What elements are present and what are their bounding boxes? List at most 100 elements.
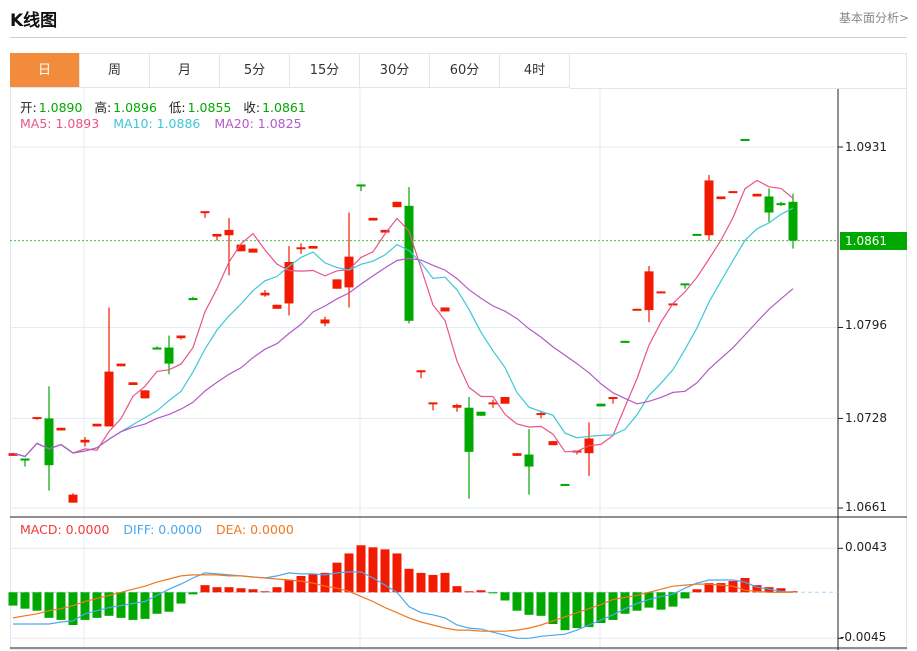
tab-week[interactable]: 周 xyxy=(80,53,150,88)
macd-bar xyxy=(356,545,366,593)
candle-up xyxy=(128,382,138,385)
candle-up xyxy=(32,417,42,420)
macd-bar xyxy=(164,592,174,612)
ohlc-info: 开: 1.0890 高: 1.0896 低: 1.0855 收: 1.0861 xyxy=(20,97,314,116)
close-label: 收: xyxy=(243,100,261,115)
macd-bar xyxy=(176,592,186,604)
candle-up xyxy=(272,304,282,309)
macd-bar xyxy=(332,562,342,593)
tab-60min[interactable]: 60分 xyxy=(430,53,500,88)
candle-up xyxy=(308,245,318,249)
macd-bar xyxy=(596,592,606,623)
ma5-line xyxy=(12,179,794,458)
candle-down xyxy=(164,347,174,364)
macd-value: MACD: 0.0000 xyxy=(20,522,110,537)
macd-bar xyxy=(152,592,162,614)
candle-up xyxy=(236,244,246,252)
candle-up xyxy=(548,441,558,446)
macd-bar xyxy=(8,592,18,606)
macd-bar xyxy=(248,589,258,593)
macd-bar xyxy=(44,592,54,618)
candle-up xyxy=(116,363,126,367)
candle-down xyxy=(740,138,750,141)
candle-up xyxy=(212,233,222,237)
macd-bar xyxy=(188,592,198,595)
macd-bar xyxy=(392,553,402,593)
macd-bar xyxy=(92,592,102,618)
macd-bar xyxy=(212,587,222,593)
candle-down xyxy=(464,407,474,452)
candle-up xyxy=(68,494,78,503)
tab-day[interactable]: 日 xyxy=(10,53,80,88)
candle-up xyxy=(608,397,618,400)
macd-bar xyxy=(548,592,558,624)
high-value: 1.0896 xyxy=(113,100,157,115)
open-value: 1.0890 xyxy=(38,100,83,115)
candle-up xyxy=(8,453,18,456)
candle-down xyxy=(44,418,54,466)
tab-30min[interactable]: 30分 xyxy=(360,53,430,88)
tab-5min[interactable]: 5分 xyxy=(220,53,290,88)
tab-month[interactable]: 月 xyxy=(150,53,220,88)
tab-4h[interactable]: 4时 xyxy=(500,53,570,88)
candle-down xyxy=(188,298,198,301)
macd-bar xyxy=(716,583,726,593)
candle-up xyxy=(344,256,354,288)
macd-bar xyxy=(32,592,42,611)
macd-bar xyxy=(68,592,78,626)
ma10-line xyxy=(12,207,794,458)
candle-down xyxy=(788,201,798,241)
price-tick: 1.0931 xyxy=(845,140,887,154)
macd-bar xyxy=(380,549,390,593)
candle-up xyxy=(728,191,738,194)
candle-up xyxy=(416,370,426,373)
macd-bar xyxy=(512,592,522,611)
macd-bar xyxy=(488,592,498,594)
high-label: 高: xyxy=(94,100,112,115)
macd-tick: -0.0045 xyxy=(840,630,887,644)
candle-up xyxy=(224,229,234,236)
macd-bar xyxy=(284,580,294,593)
tab-15min[interactable]: 15分 xyxy=(290,53,360,88)
fundamental-analysis-link[interactable]: 基本面分析> xyxy=(838,11,909,25)
price-tick: 1.0796 xyxy=(845,318,887,332)
candle-up xyxy=(488,402,498,405)
candle-down xyxy=(476,411,486,416)
macd-bar xyxy=(680,592,690,599)
macd-bar xyxy=(440,572,450,593)
candle-up xyxy=(440,307,450,312)
macd-bar xyxy=(128,592,138,620)
candle-up xyxy=(428,402,438,405)
period-tabs: 日 周 月 5分 15分 30分 60分 4时 xyxy=(10,53,570,89)
candle-up xyxy=(500,397,510,404)
ma5-value: MA5: 1.0893 xyxy=(20,116,100,131)
ma-info: MA5: 1.0893 MA10: 1.0886 MA20: 1.0825 xyxy=(20,116,304,131)
macd-tick: 0.0043 xyxy=(845,540,887,554)
candle-up xyxy=(512,453,522,456)
candle-up xyxy=(260,292,270,296)
divider xyxy=(10,37,907,38)
candle-down xyxy=(620,340,630,343)
candle-up xyxy=(248,248,258,253)
page-title: K线图 xyxy=(10,11,58,31)
macd-bar xyxy=(320,572,330,593)
macd-bar xyxy=(740,577,750,593)
candle-up xyxy=(392,201,402,208)
candle-down xyxy=(524,454,534,467)
ma20-value: MA20: 1.0825 xyxy=(214,116,302,131)
macd-bar xyxy=(476,590,486,593)
dea-value: DEA: 0.0000 xyxy=(216,522,294,537)
candle-up xyxy=(644,271,654,311)
macd-bar xyxy=(632,592,642,611)
price-tick: 1.0661 xyxy=(845,500,887,514)
macd-bar xyxy=(80,592,90,620)
macd-bar xyxy=(416,572,426,593)
candle-down xyxy=(404,205,414,321)
macd-bar xyxy=(500,592,510,601)
macd-bar xyxy=(560,592,570,631)
macd-bar xyxy=(704,583,714,593)
candle-up xyxy=(104,371,114,427)
macd-bar xyxy=(668,592,678,607)
candle-up xyxy=(320,319,330,324)
